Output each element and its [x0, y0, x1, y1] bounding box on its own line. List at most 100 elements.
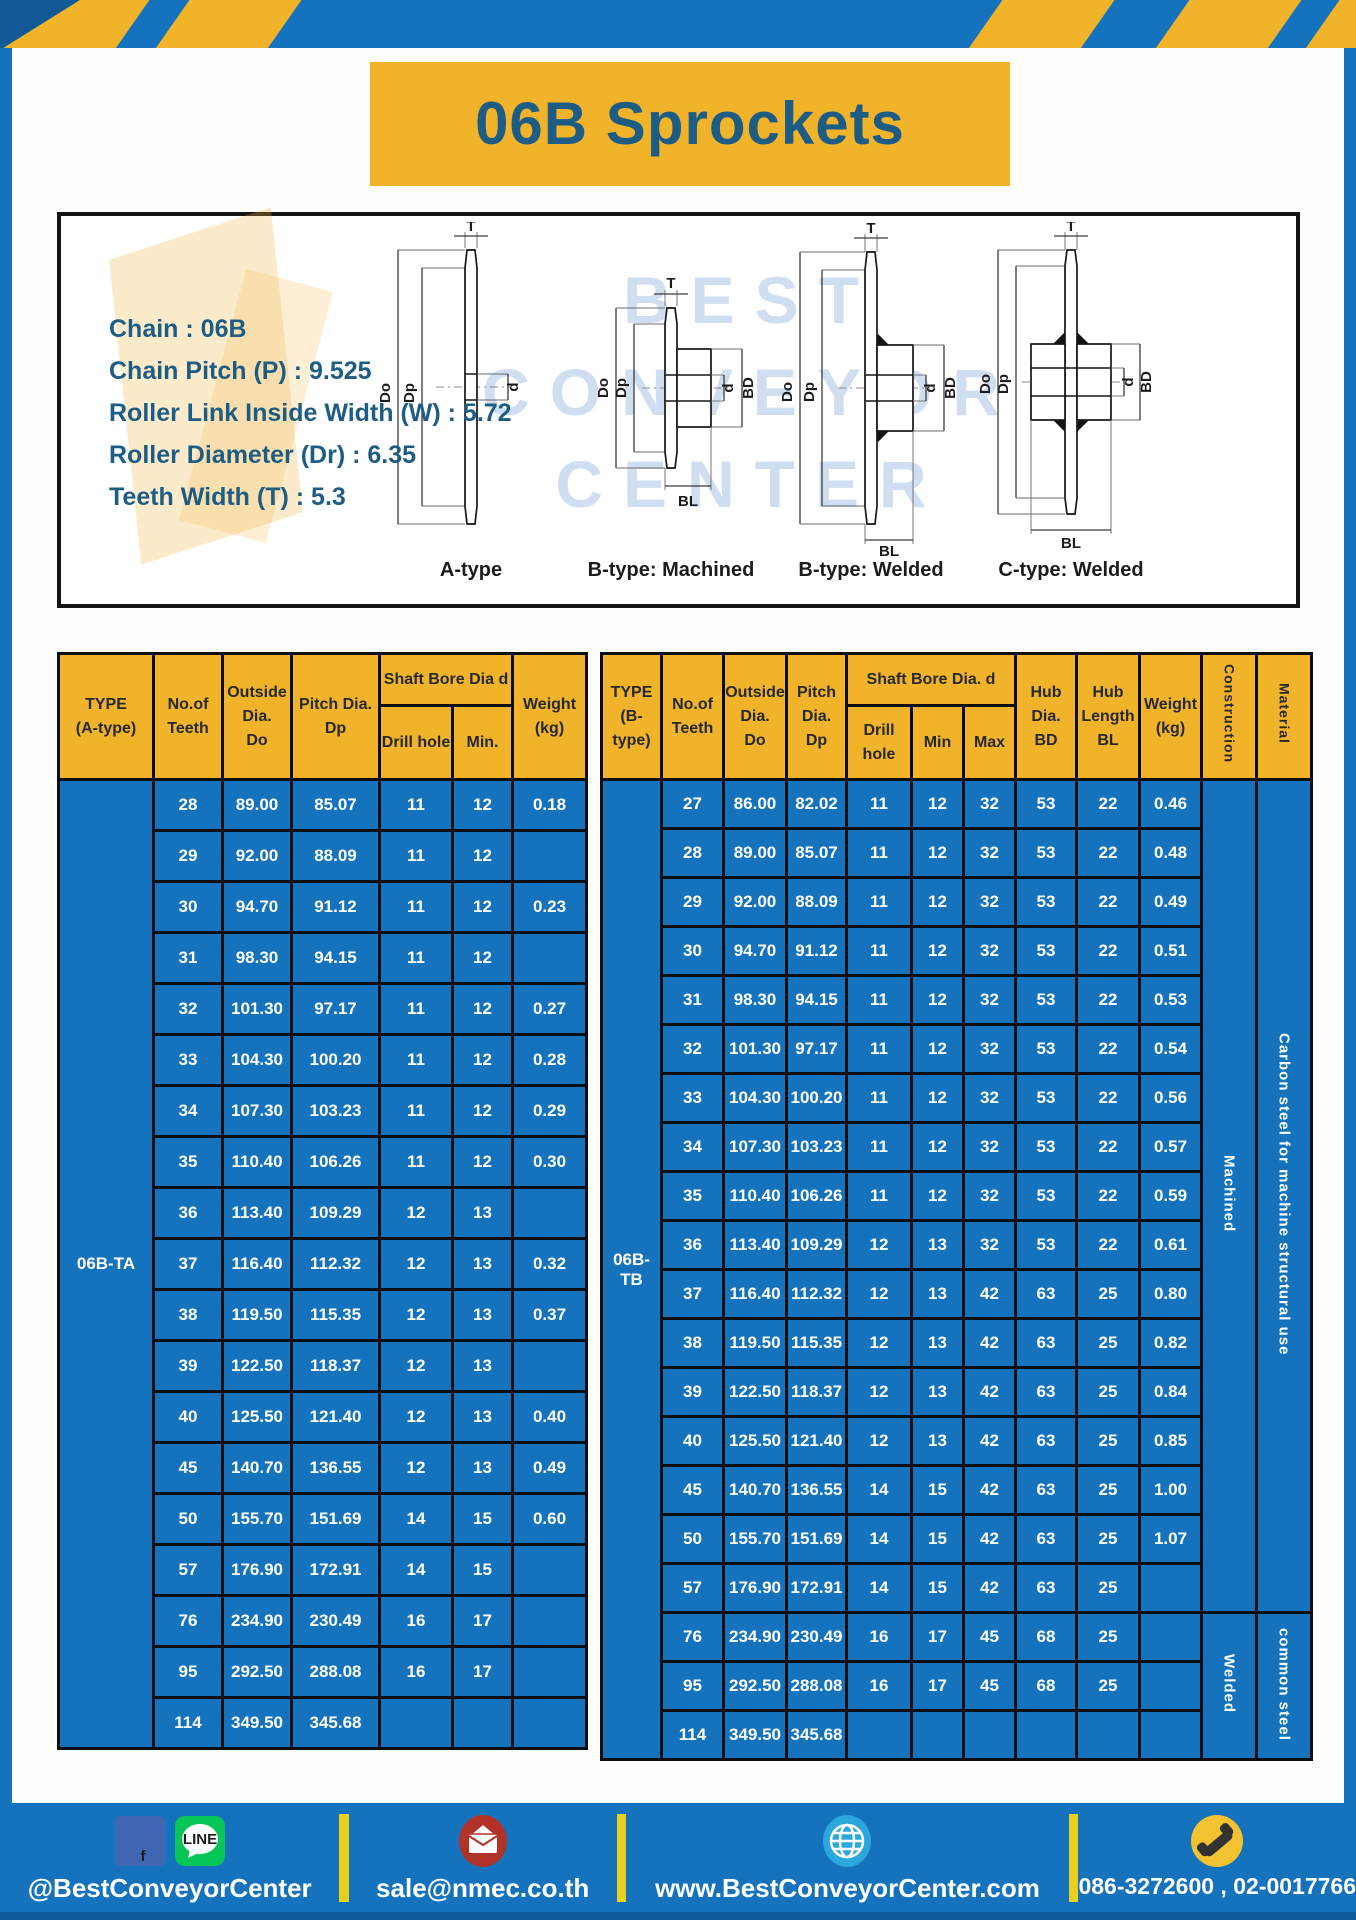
svg-text:BD: BD: [1138, 371, 1155, 393]
data-cell: 53: [1014, 1023, 1078, 1075]
data-cell: 12: [910, 778, 965, 830]
data-cell: 172.91: [785, 1562, 848, 1614]
data-cell: [910, 1709, 965, 1761]
svg-text:Do: Do: [377, 383, 394, 403]
data-cell: 40: [660, 1415, 725, 1467]
data-cell: 36: [152, 1186, 224, 1240]
contact-footer: f LINE @BestConveyorCenter sale@nmec.co.…: [0, 1803, 1356, 1920]
data-cell: 0.59: [1138, 1170, 1203, 1222]
data-cell: 0.84: [1138, 1366, 1203, 1418]
footer-divider: [1069, 1813, 1079, 1902]
data-cell: 53: [1014, 1072, 1078, 1124]
data-cell: 25: [1075, 1317, 1141, 1369]
data-cell: 349.50: [722, 1709, 788, 1761]
data-cell: 31: [660, 974, 725, 1026]
website-url[interactable]: www.BestConveyorCenter.com: [655, 1873, 1040, 1903]
footer-email-section: sale@nmec.co.th: [349, 1803, 617, 1912]
data-cell: 11: [845, 1121, 913, 1173]
data-cell: [1138, 1562, 1203, 1614]
spec-line: Roller Diameter (Dr) : 6.35: [109, 441, 417, 469]
data-cell: 109.29: [290, 1186, 381, 1240]
spec-line: Teeth Width (T) : 5.3: [109, 483, 346, 511]
yellow-stripe: [1151, 0, 1305, 48]
data-cell: 39: [152, 1339, 224, 1393]
footer-social-section: f LINE @BestConveyorCenter: [0, 1803, 339, 1912]
data-cell: 15: [451, 1492, 514, 1546]
facebook-icon[interactable]: f: [114, 1815, 166, 1867]
material-cell: common steel: [1255, 1611, 1313, 1761]
data-cell: 116.40: [221, 1237, 293, 1291]
b-type-machined-drawing: T Do Dp d BD BL: [595, 275, 757, 510]
email-address[interactable]: sale@nmec.co.th: [376, 1873, 590, 1903]
data-cell: 140.70: [221, 1441, 293, 1495]
b-type-welded-drawing: T Do Dp d BD BL: [779, 222, 959, 557]
svg-text:BL: BL: [678, 493, 698, 510]
data-cell: 85.07: [290, 778, 381, 832]
data-cell: 110.40: [722, 1170, 788, 1222]
data-cell: 0.51: [1138, 925, 1203, 977]
data-cell: 11: [845, 827, 913, 879]
figure-a-type: T Do Dp d A-type: [371, 222, 571, 582]
data-cell: 12: [451, 1033, 514, 1087]
data-cell: 11: [378, 778, 454, 832]
col-header-shaft-bore-a: Shaft Bore Dia d: [378, 652, 514, 707]
data-cell: 27: [660, 778, 725, 830]
data-cell: 63: [1014, 1415, 1078, 1467]
data-cell: 63: [1014, 1513, 1078, 1565]
table-row: 30 94.70 91.12 11 12 32 53 22 0.51: [602, 925, 1312, 977]
yellow-stripe: [964, 0, 1118, 48]
data-cell: 91.12: [290, 880, 381, 934]
data-cell: 89.00: [221, 778, 293, 832]
table-row: 31 98.30 94.15 11 12 32 53 22 0.53: [602, 974, 1312, 1026]
table-row: 33 104.30 100.20 11 12 32 53 22 0.56: [602, 1072, 1312, 1124]
svg-text:Do: Do: [977, 374, 994, 394]
data-cell: 95: [660, 1660, 725, 1712]
data-cell: 16: [845, 1660, 913, 1712]
data-cell: 89.00: [722, 827, 788, 879]
data-cell: 0.46: [1138, 778, 1203, 830]
data-cell: 11: [378, 1084, 454, 1138]
data-cell: 57: [660, 1562, 725, 1614]
data-cell: 95: [152, 1645, 224, 1699]
phone-icon[interactable]: [1189, 1814, 1245, 1868]
material-cell: Carbon steel for machine structural use: [1255, 778, 1313, 1614]
table-row: 38 119.50 115.35 12 13 0.37: [59, 1288, 588, 1342]
table-row: 40 125.50 121.40 12 13 0.40: [59, 1390, 588, 1444]
table-row: 35 110.40 106.26 11 12 0.30: [59, 1135, 588, 1189]
mail-icon[interactable]: [456, 1814, 510, 1868]
data-cell: 98.30: [722, 974, 788, 1026]
data-cell: 11: [378, 982, 454, 1036]
line-icon[interactable]: LINE: [174, 1815, 226, 1867]
spec-line: Chain : 06B: [109, 315, 247, 343]
globe-icon[interactable]: [820, 1814, 874, 1868]
data-cell: 32: [962, 827, 1017, 879]
data-cell: 98.30: [221, 931, 293, 985]
svg-text:BL: BL: [879, 543, 899, 557]
data-cell: 31: [152, 931, 224, 985]
table-row: 39 122.50 118.37 12 13 42 63 25 0.84: [602, 1366, 1312, 1418]
data-cell: 0.23: [511, 880, 588, 934]
data-cell: 1.00: [1138, 1464, 1203, 1516]
social-handle[interactable]: @BestConveyorCenter: [27, 1873, 312, 1903]
data-cell: 38: [152, 1288, 224, 1342]
data-cell: 176.90: [221, 1543, 293, 1597]
data-cell: 13: [451, 1288, 514, 1342]
data-cell: 35: [660, 1170, 725, 1222]
col-header-min-b: Min: [910, 704, 965, 781]
svg-text:d: d: [1120, 377, 1137, 386]
figure-caption: C-type: Welded: [998, 559, 1144, 581]
col-header-shaft-bore-b: Shaft Bore Dia. d: [845, 652, 1017, 707]
data-cell: 12: [845, 1366, 913, 1418]
figure-caption: A-type: [439, 559, 503, 581]
data-cell: 32: [962, 1170, 1017, 1222]
col-header-max-b: Max: [962, 704, 1017, 781]
spec-line: Roller Link Inside Width (W) : 5.72: [109, 399, 512, 427]
svg-text:LINE: LINE: [183, 1831, 217, 1848]
data-cell: 0.85: [1138, 1415, 1203, 1467]
phone-numbers[interactable]: 086-3272600 , 02-0017766: [1078, 1873, 1356, 1899]
data-cell: 42: [962, 1562, 1017, 1614]
col-header-pitch-b: Pitch Dia. Dp: [785, 652, 848, 781]
data-cell: 12: [845, 1268, 913, 1320]
data-cell: 17: [910, 1660, 965, 1712]
